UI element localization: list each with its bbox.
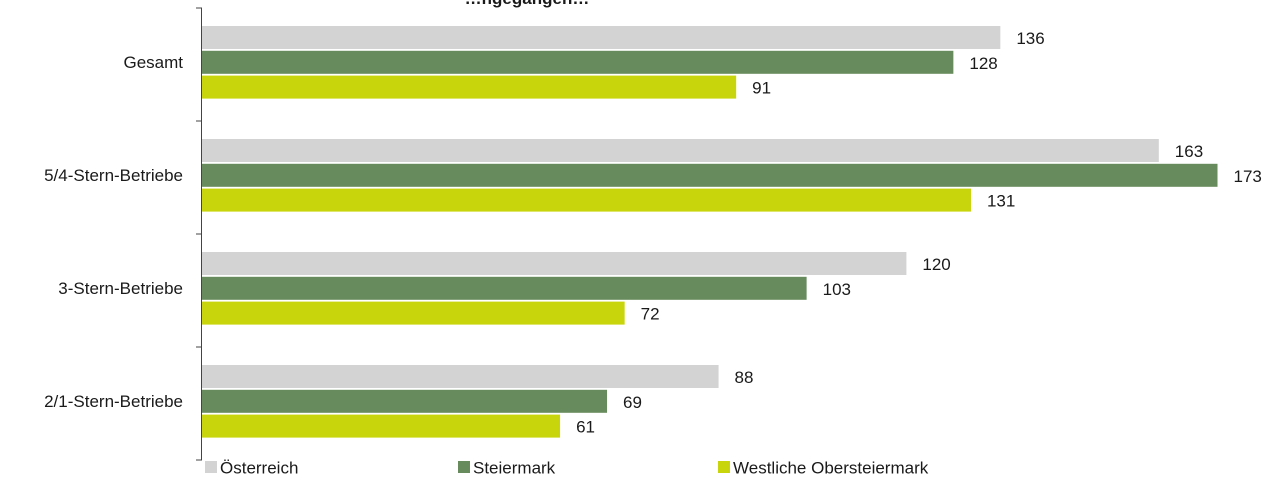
bar	[202, 26, 1001, 49]
bar	[202, 163, 1218, 187]
legend-swatch	[718, 461, 730, 473]
data-label: 61	[576, 418, 595, 437]
bar	[202, 50, 954, 74]
bar	[202, 389, 608, 413]
bar	[202, 365, 719, 388]
data-label: 120	[922, 255, 950, 274]
data-label: 69	[623, 393, 642, 412]
data-label: 163	[1175, 142, 1203, 161]
legend: Österreich Steiermark Westliche Obersteier…	[205, 459, 929, 478]
category-label: 5/4-Stern-Betriebe	[44, 166, 183, 185]
y-axis-ticks	[196, 7, 202, 461]
data-label: 136	[1016, 29, 1044, 48]
legend-label: Österreich	[220, 459, 298, 478]
bar	[202, 252, 907, 275]
legend-swatch	[458, 461, 470, 473]
category-label: Gesamt	[123, 53, 183, 72]
legend-label: Westliche Obersteiermark	[733, 459, 929, 478]
data-label: 131	[987, 192, 1015, 211]
bar	[202, 75, 737, 99]
bar-group: 136 128 91 163 173 131 120 103 72 88 69 61	[202, 26, 1262, 438]
bar	[202, 188, 971, 212]
category-labels: Gesamt 5/4-Stern-Betriebe 3-Stern-Betriebe…	[44, 53, 183, 411]
bar	[202, 414, 561, 438]
legend-swatch	[205, 461, 217, 473]
category-label: 2/1-Stern-Betriebe	[44, 392, 183, 411]
data-label: 91	[752, 79, 771, 98]
chart-title: …ngegangen…	[465, 0, 590, 8]
data-label: 103	[823, 280, 851, 299]
legend-label: Steiermark	[473, 459, 556, 478]
category-label: 3-Stern-Betriebe	[58, 279, 183, 298]
bar	[202, 301, 625, 325]
data-label: 128	[969, 54, 997, 73]
data-label: 88	[735, 368, 754, 387]
data-label: 173	[1234, 167, 1262, 186]
bar	[202, 276, 807, 300]
data-label: 72	[641, 305, 660, 324]
bar	[202, 139, 1159, 162]
